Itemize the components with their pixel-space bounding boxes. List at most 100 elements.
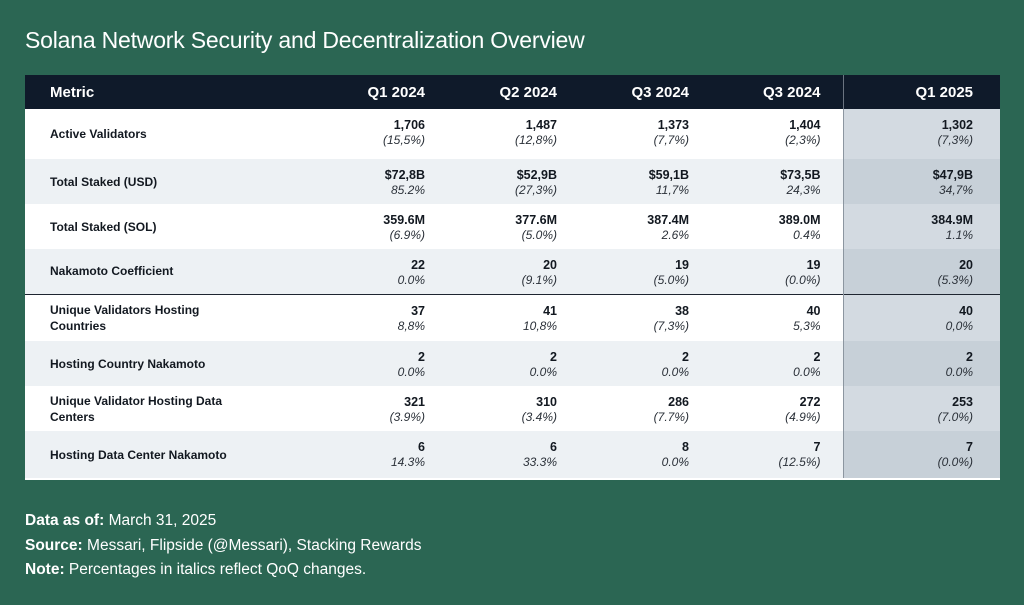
- table-header-row: Metric Q1 2024 Q2 2024 Q3 2024 Q3 2024 Q…: [25, 75, 1000, 109]
- cell-change: (3.4%): [521, 410, 557, 424]
- cell-value: 1,302: [941, 118, 973, 132]
- value-cell: 321 (3.9%): [315, 386, 447, 431]
- value-cell: 377.6M (5.0%): [447, 204, 579, 249]
- cell-value: 20: [959, 258, 973, 272]
- cell-change: 10,8%: [522, 318, 557, 333]
- value-cell-highlight: 253 (7.0%): [842, 386, 1000, 431]
- page-title: Solana Network Security and Decentraliza…: [25, 27, 585, 53]
- table-body: Active Validators 1,706 (15,5%) 1,487 (12,8%…: [25, 109, 1000, 478]
- cell-change: 5,3%: [793, 318, 821, 333]
- column-header: Q1 2024: [367, 83, 425, 101]
- metric-name-cell: Hosting Country Nakamoto: [25, 341, 315, 386]
- cell-change: 85.2%: [390, 183, 425, 197]
- table-row: Active Validators 1,706 (15,5%) 1,487 (12,8%…: [25, 109, 1000, 159]
- cell-value: 359.6M: [383, 213, 425, 227]
- cell-change: (9.1%): [521, 273, 557, 287]
- cell-change: (7,7%): [653, 133, 689, 147]
- metric-name-cell: Total Staked (SOL): [25, 204, 315, 249]
- value-cell: 6 33.3%: [447, 431, 579, 478]
- value-cell-highlight: 2 0.0%: [842, 341, 1000, 386]
- footer-notes: Data as of: March 31, 2025 Source: Messa…: [25, 509, 421, 583]
- cell-change: 8,8%: [397, 318, 425, 333]
- cell-change: 0,0%: [945, 318, 973, 333]
- cell-value: $59,1B: [648, 168, 689, 182]
- column-header-metric: Metric: [50, 83, 95, 101]
- cell-value: 1,404: [789, 118, 821, 132]
- table-row: Nakamoto Coefficient 22 0.0% 20 (9.1%) 19 (5.0…: [25, 249, 1000, 294]
- cell-value: 7: [813, 440, 821, 454]
- cell-value: 6: [550, 440, 557, 454]
- cell-value: 41: [543, 303, 557, 318]
- cell-value: 1,487: [525, 118, 557, 132]
- value-cell: 272 (4.9%): [711, 386, 843, 431]
- cell-change: (5.3%): [937, 273, 973, 287]
- cell-value: 19: [806, 258, 821, 272]
- value-cell-highlight: 1,302 (7,3%): [842, 109, 1000, 159]
- value-cell: 2 0.0%: [579, 341, 711, 386]
- cell-value: $72,8B: [384, 168, 425, 182]
- metric-name-cell: Hosting Data Center Nakamoto: [25, 431, 315, 478]
- cell-value: 7: [966, 440, 973, 454]
- cell-change: 0.0%: [945, 365, 973, 379]
- cell-value: 384.9M: [931, 213, 973, 227]
- cell-value: 387.4M: [647, 213, 689, 227]
- value-cell: 8 0.0%: [579, 431, 711, 478]
- cell-change: 0.0%: [397, 273, 425, 287]
- value-cell: 22 0.0%: [315, 249, 447, 294]
- value-cell: $59,1B 11,7%: [579, 159, 711, 204]
- table-row: Unique Validator Hosting Data Centers 321…: [25, 386, 1000, 431]
- source-line: Source: Messari, Flipside (@Messari), St…: [25, 534, 421, 559]
- metric-name-cell: Unique Validators Hosting Countries: [25, 293, 315, 341]
- metrics-table: Metric Q1 2024 Q2 2024 Q3 2024 Q3 2024 Q…: [25, 75, 1000, 478]
- value-cell: 389.0M 0.4%: [711, 204, 843, 249]
- value-cell: 6 14.3%: [315, 431, 447, 478]
- cell-change: 11,7%: [655, 183, 689, 197]
- value-cell: $72,8B 85.2%: [315, 159, 447, 204]
- column-header: Q3 2024: [631, 83, 689, 101]
- cell-change: 0.0%: [529, 365, 557, 379]
- value-cell: $52,9B (27,3%): [447, 159, 579, 204]
- cell-value: 37: [411, 303, 425, 318]
- metric-name: Hosting Country Nakamoto: [50, 356, 206, 371]
- cell-value: 389.0M: [778, 213, 821, 227]
- cell-change: (2,3%): [785, 133, 821, 147]
- cell-value: 253: [952, 395, 973, 409]
- cell-change: (12,8%): [514, 133, 557, 147]
- cell-change: (7.7%): [653, 410, 689, 424]
- cell-value: 310: [536, 395, 557, 409]
- table-row: Total Staked (USD) $72,8B 85.2% $52,9B (27,3…: [25, 159, 1000, 204]
- metric-name-cell: Nakamoto Coefficient: [25, 249, 315, 294]
- cell-change: (5.0%): [521, 228, 557, 242]
- cell-change: (3.9%): [389, 410, 425, 424]
- value-cell-highlight: 7 (0.0%): [842, 431, 1000, 478]
- cell-change: (0.0%): [785, 273, 821, 287]
- cell-value: 22: [411, 258, 425, 272]
- cell-value: 19: [675, 258, 689, 272]
- value-cell: 2 0.0%: [447, 341, 579, 386]
- metric-name: Hosting Data Center Nakamoto: [50, 447, 227, 462]
- cell-change: (6.9%): [389, 228, 425, 242]
- note-label: Note:: [25, 561, 65, 578]
- value-cell: 387.4M 2.6%: [579, 204, 711, 249]
- cell-change: (27,3%): [514, 183, 557, 197]
- cell-change: (5.0%): [653, 273, 689, 287]
- cell-change: 0.4%: [793, 228, 821, 242]
- data-as-of-label: Data as of:: [25, 512, 105, 529]
- cell-value: 20: [543, 258, 557, 272]
- cell-change: (15,5%): [382, 133, 425, 147]
- value-cell: 310 (3.4%): [447, 386, 579, 431]
- cell-value: $73,5B: [780, 168, 821, 182]
- metric-name: Total Staked (USD): [50, 174, 158, 189]
- table-row: Hosting Country Nakamoto 2 0.0% 2 0.0% 2 0.0% 2…: [25, 341, 1000, 386]
- value-cell: 40 5,3%: [711, 293, 843, 341]
- cell-change: 1.1%: [945, 228, 973, 242]
- source-value: Messari, Flipside (@Messari), Stacking R…: [87, 536, 422, 554]
- value-cell-highlight: 20 (5.3%): [842, 249, 1000, 294]
- cell-change: 33.3%: [522, 455, 557, 469]
- value-cell: 1,373 (7,7%): [579, 109, 711, 159]
- cell-change: 0.0%: [661, 365, 689, 379]
- cell-value: 40: [806, 303, 821, 318]
- cell-value: 1,373: [657, 118, 689, 132]
- value-cell: 19 (0.0%): [711, 249, 843, 294]
- value-cell: 2 0.0%: [315, 341, 447, 386]
